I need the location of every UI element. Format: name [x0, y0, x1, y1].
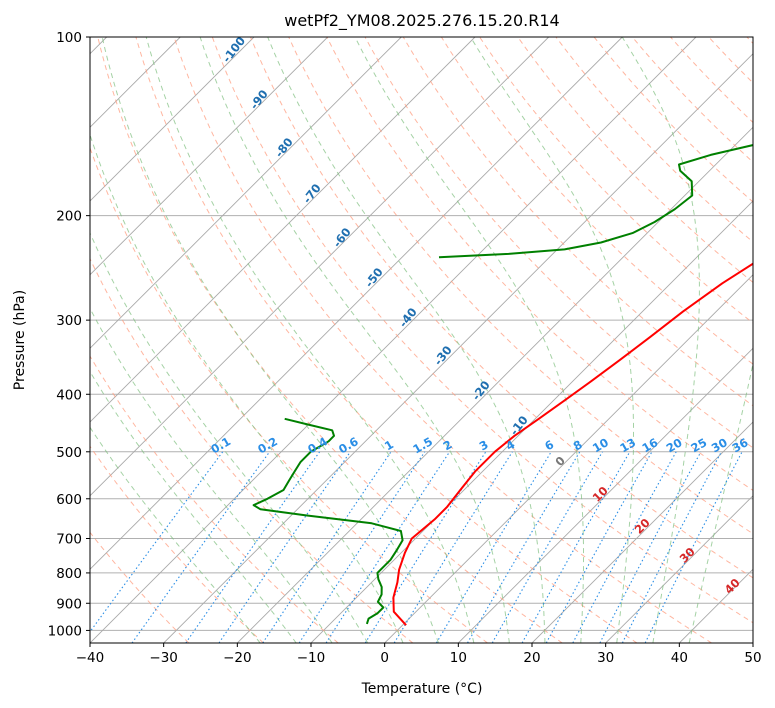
dewpoint-profile [252, 417, 404, 625]
moist-adiabat-line [354, 37, 584, 643]
moist-adiabat-line [90, 231, 369, 643]
moist-adiabat-line [90, 426, 261, 643]
mixing-ratio-label: 13 [617, 435, 638, 455]
dry-adiabat-line [135, 37, 638, 643]
moist-adiabat-line [101, 37, 439, 643]
x-tick-label: −30 [149, 650, 178, 666]
y-tick-label: 1000 [48, 623, 82, 639]
x-tick-label: 50 [744, 650, 761, 666]
mixing-ratio-line [435, 451, 552, 643]
mixing-ratio-line [90, 451, 224, 633]
mixing-ratio-line [572, 451, 677, 643]
mixing-ratio-line [599, 451, 702, 643]
y-axis: 1000 900 800 700 600 500 400 300 200 100 [48, 30, 90, 639]
isotherm-line [90, 37, 550, 497]
isotherm-line [90, 37, 255, 202]
dry-adiabat-line [250, 37, 753, 579]
mixing-ratio-label: 16 [639, 435, 660, 455]
y-tick-label: 200 [56, 209, 82, 225]
dewpoint-profile [438, 144, 753, 259]
isotherm-line [90, 37, 402, 349]
y-tick-label: 900 [56, 596, 82, 612]
x-tick-label: −20 [223, 650, 252, 666]
moist-adiabat-line [90, 370, 297, 643]
mixing-ratio-line [521, 451, 631, 643]
mixing-ratio-line [325, 451, 451, 643]
y-tick-label: 400 [56, 387, 82, 403]
mixing-ratio-line [218, 451, 351, 643]
mixing-ratio-line [644, 451, 743, 643]
mixing-ratio-label: 30 [709, 435, 730, 455]
dry-adiabat-line [288, 37, 753, 535]
background-lines [90, 37, 753, 643]
isotherm-line [90, 37, 329, 276]
dry-adiabat-line [90, 355, 339, 643]
y-tick-label: 700 [56, 532, 82, 548]
dry-adiabat-line [90, 445, 264, 643]
mixing-ratio-label: 25 [688, 435, 709, 455]
y-tick-label: 300 [56, 313, 82, 329]
moist-adiabat-line [267, 37, 546, 643]
dry-adiabat-line [402, 37, 753, 407]
plot-frame [89, 36, 754, 644]
x-tick-label: −40 [76, 650, 105, 666]
dry-adiabat-line [173, 37, 712, 643]
chart-title: wetPf2_YM08.2025.276.15.20.R14 [284, 11, 559, 31]
isotherm-line [531, 421, 753, 643]
dry-adiabat-line [517, 37, 753, 284]
isotherm-line [236, 126, 753, 643]
x-tick-label: 0 [380, 650, 389, 666]
x-axis: −40 −30 −20 −10 0 10 20 30 40 50 [76, 643, 762, 666]
mixing-ratio-label: 20 [664, 435, 685, 455]
isotherm-line [90, 37, 476, 423]
isotherm-line [605, 495, 753, 643]
mixing-ratio-line [185, 451, 321, 643]
dry-adiabat-line [90, 531, 190, 643]
isotherm-line [90, 37, 623, 570]
mixing-ratio-line [131, 451, 271, 643]
y-tick-label: 800 [56, 566, 82, 582]
dry-adiabat-line [211, 37, 753, 624]
x-tick-label: 20 [523, 650, 540, 666]
mixing-ratio-line [262, 451, 392, 643]
dry-adiabat-line [90, 257, 414, 643]
isotherm-line [457, 347, 753, 643]
y-tick-label: 100 [56, 30, 82, 46]
isotherm-line [384, 274, 753, 643]
moist-adiabat-line [90, 133, 404, 643]
dry-adiabat-line [97, 37, 563, 643]
mixing-ratio-line [298, 451, 426, 643]
dry-adiabat-line [90, 146, 488, 643]
moist-adiabat-line [621, 37, 700, 643]
isotherm-line [90, 37, 697, 643]
mixing-ratio-label: 36 [730, 435, 751, 455]
temperature-profile [392, 262, 753, 626]
mixing-ratio-line [364, 451, 487, 643]
mixing-ratio-label: 10 [590, 435, 611, 455]
y-tick-label: 500 [56, 445, 82, 461]
isotherm-line [163, 53, 753, 643]
x-tick-label: 40 [671, 650, 688, 666]
mixing-ratio-line [545, 451, 653, 643]
dry-adiabat-line [440, 37, 753, 365]
data-lines [252, 144, 753, 626]
y-axis-title: Pressure (hPa) [12, 290, 28, 390]
x-axis-title: Temperature (°C) [361, 681, 483, 697]
x-tick-label: −10 [297, 650, 326, 666]
x-tick-label: 30 [597, 650, 614, 666]
y-tick-label: 600 [56, 492, 82, 508]
moist-adiabat-line [145, 37, 475, 643]
isotherm-line [310, 200, 753, 643]
x-tick-label: 10 [450, 650, 467, 666]
